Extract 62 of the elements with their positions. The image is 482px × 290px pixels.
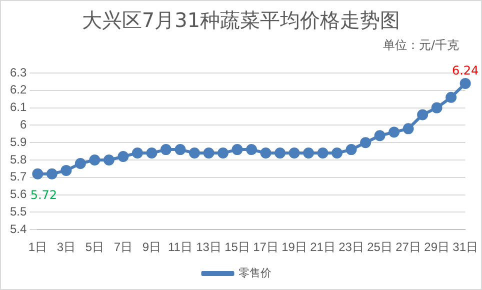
point: [446, 92, 457, 103]
point: [303, 148, 314, 159]
point: [74, 158, 86, 169]
point: [246, 144, 258, 156]
point: [346, 144, 357, 156]
point: [260, 148, 272, 159]
point: [118, 151, 129, 162]
y-tick-label: 5.5: [10, 204, 27, 219]
point: [288, 148, 300, 159]
x-tick-label: 1日: [28, 240, 48, 254]
y-tick-label: 5.6: [10, 187, 27, 202]
point: [89, 154, 100, 166]
y-tick-label: 6: [20, 118, 27, 132]
x-tick-label: 15日: [224, 240, 250, 254]
y-tick-label: 6.2: [10, 82, 27, 97]
x-tick-label: 7日: [114, 240, 133, 254]
point: [160, 144, 172, 156]
x-tick-label: 5日: [85, 240, 104, 254]
x-tick-label: 25日: [367, 240, 392, 254]
x-tick-label: 21日: [310, 240, 336, 254]
data-label: 6.24: [452, 64, 479, 78]
data-label: 5.72: [30, 188, 58, 202]
point: [360, 137, 372, 148]
point: [188, 148, 200, 159]
point: [217, 148, 228, 159]
y-tick-label: 5.7: [10, 170, 27, 184]
point: [132, 148, 143, 159]
point: [460, 78, 471, 89]
point: [417, 109, 428, 120]
point: [60, 164, 72, 176]
y-tick-label: 5.8: [10, 152, 27, 166]
x-tick-label: 23日: [338, 240, 364, 254]
point: [174, 144, 186, 156]
point: [332, 148, 343, 159]
point: [274, 148, 286, 159]
point: [317, 148, 328, 159]
point: [46, 168, 58, 180]
y-tick-label: 5.9: [10, 134, 27, 149]
point: [374, 130, 386, 142]
point: [388, 126, 400, 138]
text: 单位：元/千克: [382, 37, 459, 54]
point: [103, 154, 114, 166]
x-tick-label: 31日: [452, 240, 478, 254]
y-tick-label: 5.4: [10, 222, 27, 236]
x-tick-label: 9日: [142, 240, 162, 254]
legend-label: 零售价: [238, 268, 272, 280]
x-tick-label: 11日: [168, 240, 192, 254]
x-tick-label: 17日: [253, 240, 278, 254]
point: [232, 144, 243, 156]
point: [203, 148, 214, 159]
x-tick-label: 27日: [396, 240, 421, 254]
chart-title: 大兴区7月31种蔬菜平均价格走势图: [80, 7, 402, 34]
point: [146, 148, 158, 159]
y-tick-label: 6.1: [10, 100, 27, 114]
x-tick-label: 3日: [56, 240, 76, 254]
point: [402, 123, 414, 134]
x-tick-label: 29日: [424, 240, 450, 254]
x-tick-label: 13日: [196, 240, 222, 254]
point: [32, 168, 44, 180]
y-tick-label: 6.3: [10, 65, 27, 80]
x-tick-label: 19日: [282, 240, 307, 254]
point: [431, 102, 442, 114]
